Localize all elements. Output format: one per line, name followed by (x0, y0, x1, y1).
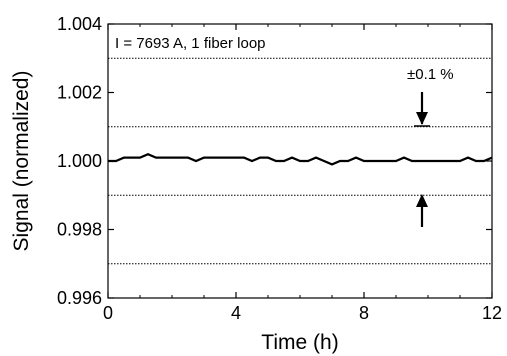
axis-ticks: 0 4 8 12 0.996 0.998 1.000 1.002 1.004 (57, 14, 502, 323)
x-axis-title: Time (h) (261, 331, 338, 354)
y-tick-label: 1.000 (57, 151, 102, 171)
annotation-label: I = 7693 A, 1 fiber loop (115, 35, 266, 52)
x-tick-label: 0 (103, 303, 113, 323)
y-tick-label: 1.004 (57, 14, 102, 34)
band-arrow-down (414, 92, 430, 127)
series-line-signal (108, 153, 493, 166)
x-tick-label: 8 (359, 303, 369, 323)
x-tick-label: 4 (231, 303, 241, 323)
y-tick-label: 0.996 (57, 288, 102, 308)
band-arrow-up (416, 194, 428, 227)
x-tick-label: 12 (482, 303, 502, 323)
y-tick-label: 0.998 (57, 220, 102, 240)
band-label: ±0.1 % (407, 66, 454, 83)
reference-lines (108, 57, 492, 265)
y-axis-title: Signal (normalized) (10, 71, 33, 252)
y-tick-label: 1.002 (57, 83, 102, 103)
